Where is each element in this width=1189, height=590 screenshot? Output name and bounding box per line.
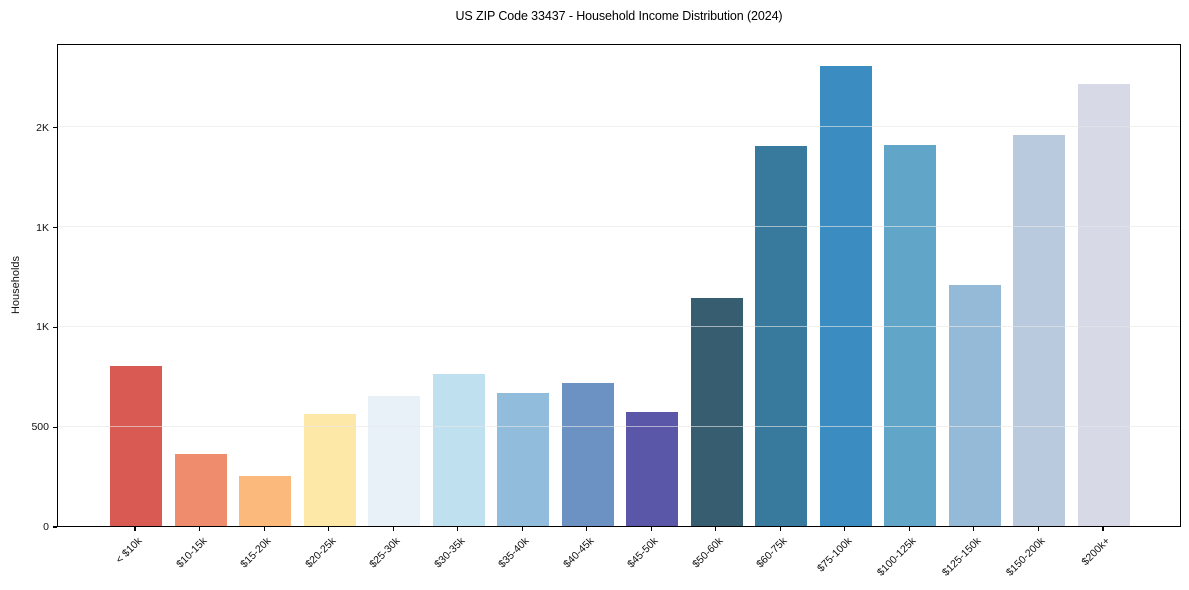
y-tick-label: 1K [36, 321, 49, 334]
bar [110, 366, 162, 526]
bar [239, 476, 292, 526]
bar [368, 396, 421, 526]
x-tick-label: $30-35k [431, 535, 468, 571]
x-tick-mark [392, 527, 394, 531]
y-tick-mark [53, 127, 57, 129]
x-tick-label: $75-100k [814, 535, 855, 575]
x-tick-mark [908, 527, 910, 531]
bar [432, 374, 485, 526]
x-tick-mark [779, 527, 781, 531]
x-tick-label: $150-200k [1004, 535, 1048, 579]
bar [1078, 83, 1130, 526]
x-tick-label: $45-50k [625, 535, 661, 571]
gridline [58, 226, 1180, 228]
x-tick-mark [457, 527, 459, 531]
bar [174, 454, 227, 526]
bar [497, 393, 550, 526]
gridline [58, 425, 1180, 427]
y-axis-label: Households [10, 255, 22, 315]
y-tick-mark [53, 426, 57, 428]
x-tick-mark [650, 527, 652, 531]
y-tick-mark [53, 526, 57, 528]
y-tick-label: 2K [36, 121, 49, 134]
bar [884, 144, 937, 526]
x-tick-mark [521, 527, 523, 531]
x-tick-mark [586, 527, 588, 531]
x-tick-mark [198, 527, 201, 531]
y-tick-label: 1K [36, 221, 49, 234]
bar [755, 145, 808, 526]
y-tick-mark [53, 227, 57, 229]
x-tick-label: $25-30k [367, 535, 403, 571]
chart-title: US ZIP Code 33437 - Household Income Dis… [455, 9, 783, 23]
bar [1013, 134, 1066, 526]
bar [561, 383, 614, 526]
bar [626, 412, 679, 526]
bar [819, 66, 872, 526]
x-tick-mark [328, 527, 330, 531]
x-tick-label: $200k+ [1079, 535, 1113, 569]
x-tick-label: $35-40k [496, 535, 532, 571]
x-tick-label: $40-45k [560, 535, 597, 571]
x-tick-label: $125-150k [939, 535, 984, 579]
x-tick-label: $100-125k [875, 535, 919, 579]
x-tick-mark [1102, 527, 1104, 531]
y-tick-label: 0 [43, 521, 49, 533]
gridline [58, 325, 1180, 327]
x-tick-label: $15-20k [238, 535, 274, 571]
x-tick-mark [1037, 527, 1040, 531]
y-tick-mark [53, 326, 57, 328]
plot-area [57, 44, 1181, 527]
x-tick-mark [973, 527, 975, 531]
x-tick-mark [263, 527, 265, 531]
bar [690, 297, 743, 526]
bar [303, 414, 356, 526]
x-tick-mark [715, 527, 717, 531]
gridline [58, 126, 1180, 128]
x-tick-label: $50-60k [689, 535, 726, 571]
x-tick-label: $20-25k [302, 535, 339, 571]
x-tick-mark [844, 527, 846, 531]
x-tick-label: $10-15k [173, 535, 210, 571]
x-tick-mark [134, 527, 136, 531]
y-tick-label: 500 [31, 421, 49, 434]
x-tick-label: < $10k [113, 535, 145, 566]
x-tick-label: $60-75k [754, 535, 790, 571]
bar [948, 284, 1001, 526]
